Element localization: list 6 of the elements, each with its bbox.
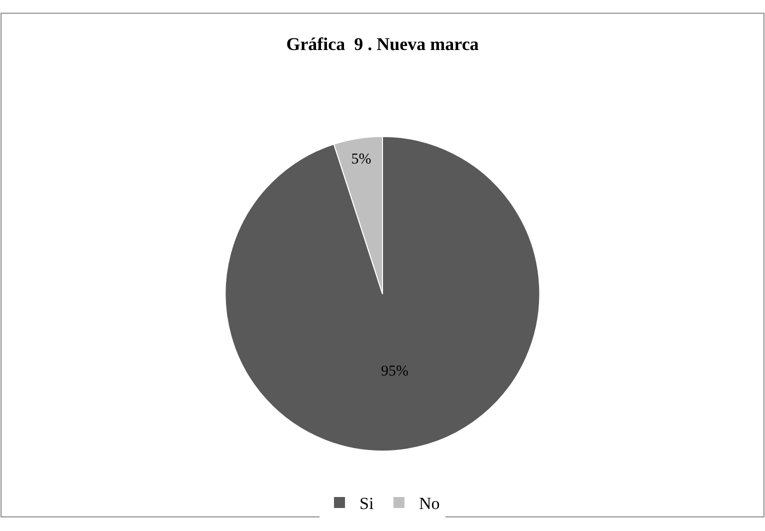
chart-title: Gráfica 9 . Nueva marca <box>286 34 479 54</box>
legend-label: No <box>418 494 440 514</box>
data-label: 95% <box>381 363 409 380</box>
pie-slice <box>224 136 540 452</box>
legend-label: Si <box>360 494 374 514</box>
data-label: 5% <box>351 151 372 168</box>
